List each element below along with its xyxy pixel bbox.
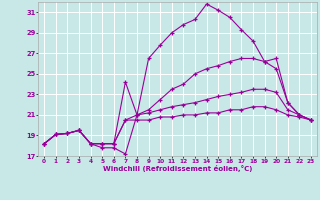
X-axis label: Windchill (Refroidissement éolien,°C): Windchill (Refroidissement éolien,°C)	[103, 165, 252, 172]
